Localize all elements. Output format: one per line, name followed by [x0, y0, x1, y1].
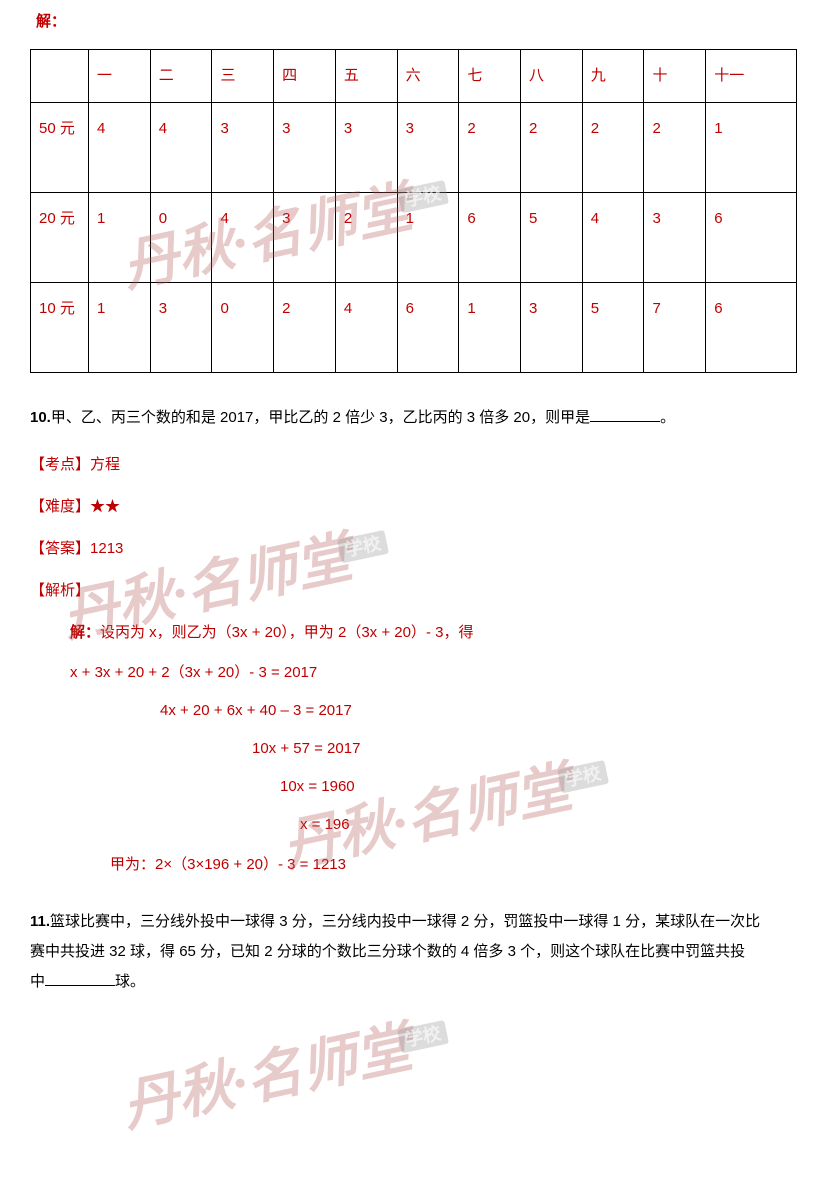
table-cell: 2	[521, 103, 583, 193]
data-table: 一 二 三 四 五 六 七 八 九 十 十一 50 元 4 4 3 3 3 3 …	[30, 49, 797, 373]
problem-text: 中	[30, 973, 45, 990]
solution-label: 解：	[36, 10, 797, 34]
table-cell: 4	[89, 103, 151, 193]
table-cell: 六	[397, 50, 459, 103]
table-cell: 3	[521, 283, 583, 373]
table-cell: 6	[706, 283, 797, 373]
table-row-label: 50 元	[31, 103, 89, 193]
solution-start: 解：设丙为 x，则乙为（3x + 20），甲为 2（3x + 20）- 3，得	[70, 621, 797, 645]
equation: 10x = 1960	[280, 775, 797, 799]
table-cell: 2	[335, 193, 397, 283]
table-cell	[31, 50, 89, 103]
table-row-label: 10 元	[31, 283, 89, 373]
final-answer: 甲为：2×（3×196 + 20）- 3 = 1213	[110, 853, 797, 877]
table-cell: 2	[459, 103, 521, 193]
table-cell: 0	[212, 283, 274, 373]
table-cell: 7	[644, 283, 706, 373]
difficulty-line: 【难度】★★	[30, 495, 797, 519]
answer-line: 【答案】1213	[30, 537, 797, 561]
equation: 10x + 57 = 2017	[252, 737, 797, 761]
table-cell: 5	[582, 283, 644, 373]
table-cell: 3	[644, 193, 706, 283]
problem-text: 篮球比赛中，三分线外投中一球得 3 分，三分线内投中一球得 2 分，罚篮投中一球…	[50, 913, 760, 930]
problem-text: 球。	[115, 973, 145, 990]
problem-text: 甲、乙、丙三个数的和是 2017，甲比乙的 2 倍少 3，乙比丙的 3 倍多 2…	[51, 409, 590, 426]
table-cell: 4	[212, 193, 274, 283]
blank-fill	[45, 971, 115, 986]
table-cell: 七	[459, 50, 521, 103]
table-cell: 1	[397, 193, 459, 283]
table-cell: 2	[274, 283, 336, 373]
topic-line: 【考点】方程	[30, 453, 797, 477]
problem-number: 10.	[30, 409, 51, 426]
table-cell: 6	[706, 193, 797, 283]
table-cell: 三	[212, 50, 274, 103]
table-cell: 十	[644, 50, 706, 103]
table-cell: 五	[335, 50, 397, 103]
table-cell: 八	[521, 50, 583, 103]
table-cell: 3	[150, 283, 212, 373]
table-cell: 5	[521, 193, 583, 283]
table-cell: 4	[582, 193, 644, 283]
table-cell: 3	[274, 193, 336, 283]
table-cell: 1	[706, 103, 797, 193]
equation: x + 3x + 20 + 2（3x + 20）- 3 = 2017	[70, 661, 797, 685]
blank-fill	[590, 407, 660, 422]
table-cell: 2	[644, 103, 706, 193]
problem-10: 10.甲、乙、丙三个数的和是 2017，甲比乙的 2 倍少 3，乙比丙的 3 倍…	[30, 403, 797, 433]
equation: x = 196	[300, 813, 797, 837]
table-cell: 1	[89, 193, 151, 283]
table-header-row: 一 二 三 四 五 六 七 八 九 十 十一	[31, 50, 797, 103]
table-cell: 十一	[706, 50, 797, 103]
table-cell: 二	[150, 50, 212, 103]
table-cell: 0	[150, 193, 212, 283]
equation: 4x + 20 + 6x + 40 – 3 = 2017	[160, 699, 797, 723]
table-cell: 1	[459, 283, 521, 373]
table-cell: 3	[335, 103, 397, 193]
analysis-line: 【解析】	[30, 579, 797, 603]
table-row: 10 元 1 3 0 2 4 6 1 3 5 7 6	[31, 283, 797, 373]
table-cell: 3	[274, 103, 336, 193]
problem-text: 赛中共投进 32 球，得 65 分，已知 2 分球的个数比三分球个数的 4 倍多…	[30, 943, 745, 960]
table-cell: 6	[397, 283, 459, 373]
table-row-label: 20 元	[31, 193, 89, 283]
table-cell: 1	[89, 283, 151, 373]
table-cell: 4	[150, 103, 212, 193]
table-row: 20 元 1 0 4 3 2 1 6 5 4 3 6	[31, 193, 797, 283]
table-cell: 4	[335, 283, 397, 373]
table-cell: 6	[459, 193, 521, 283]
problem-text-after: 。	[660, 409, 675, 426]
table-cell: 九	[582, 50, 644, 103]
table-cell: 2	[582, 103, 644, 193]
watermark: 丹秋·名师堂学校	[114, 996, 457, 1153]
table-row: 50 元 4 4 3 3 3 3 2 2 2 2 1	[31, 103, 797, 193]
problem-11: 11.篮球比赛中，三分线外投中一球得 3 分，三分线内投中一球得 2 分，罚篮投…	[30, 907, 797, 997]
table-cell: 四	[274, 50, 336, 103]
table-cell: 3	[397, 103, 459, 193]
table-cell: 一	[89, 50, 151, 103]
problem-number: 11.	[30, 913, 50, 930]
table-cell: 3	[212, 103, 274, 193]
